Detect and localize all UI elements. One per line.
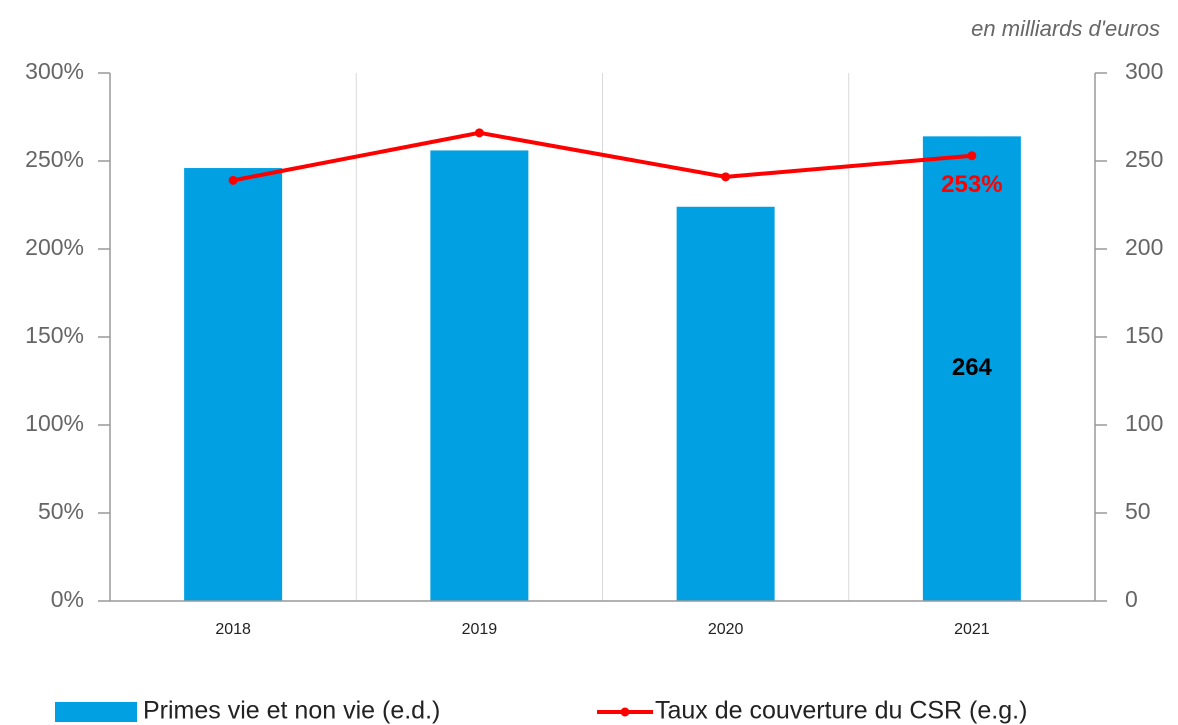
- y2-tick-label: 150: [1125, 322, 1163, 348]
- line-value-label: 253%: [941, 171, 1002, 198]
- legend-marker: [620, 707, 630, 717]
- legend-label: Primes vie et non vie (e.d.): [143, 697, 440, 725]
- y-tick-label: 150%: [25, 322, 84, 348]
- line-marker: [228, 175, 238, 185]
- y-tick-label: 200%: [25, 234, 84, 260]
- y-tick-label: 100%: [25, 410, 84, 436]
- bar-value-label: 264: [952, 354, 993, 381]
- bar: [676, 206, 775, 601]
- line: [232, 130, 973, 183]
- y2-tick-label: 250: [1125, 146, 1163, 172]
- y2-tick-label: 100: [1125, 410, 1163, 436]
- legend-swatch: [55, 702, 137, 722]
- chart-subtitle: en milliards d'euros: [971, 16, 1160, 41]
- y-tick-label: 300%: [25, 58, 84, 84]
- bar: [430, 150, 529, 601]
- y-tick-label: 50%: [38, 498, 84, 524]
- y2-tick-label: 300: [1125, 58, 1163, 84]
- y2-tick-label: 0: [1125, 586, 1138, 612]
- x-tick-label: 2020: [708, 621, 744, 638]
- y-tick-label: 0%: [51, 586, 84, 612]
- x-tick-label: 2021: [954, 621, 990, 638]
- line-marker: [967, 151, 977, 161]
- line-marker: [721, 172, 731, 182]
- x-tick-label: 2018: [215, 621, 251, 638]
- bar: [922, 136, 1021, 602]
- bar: [184, 168, 283, 602]
- x-tick-label: 2019: [462, 621, 498, 638]
- legend-label: Taux de couverture du CSR (e.g.): [655, 697, 1027, 725]
- y2-tick-label: 50: [1125, 498, 1151, 524]
- y2-tick-label: 200: [1125, 234, 1163, 260]
- line-marker: [474, 128, 484, 138]
- y-tick-label: 250%: [25, 146, 84, 172]
